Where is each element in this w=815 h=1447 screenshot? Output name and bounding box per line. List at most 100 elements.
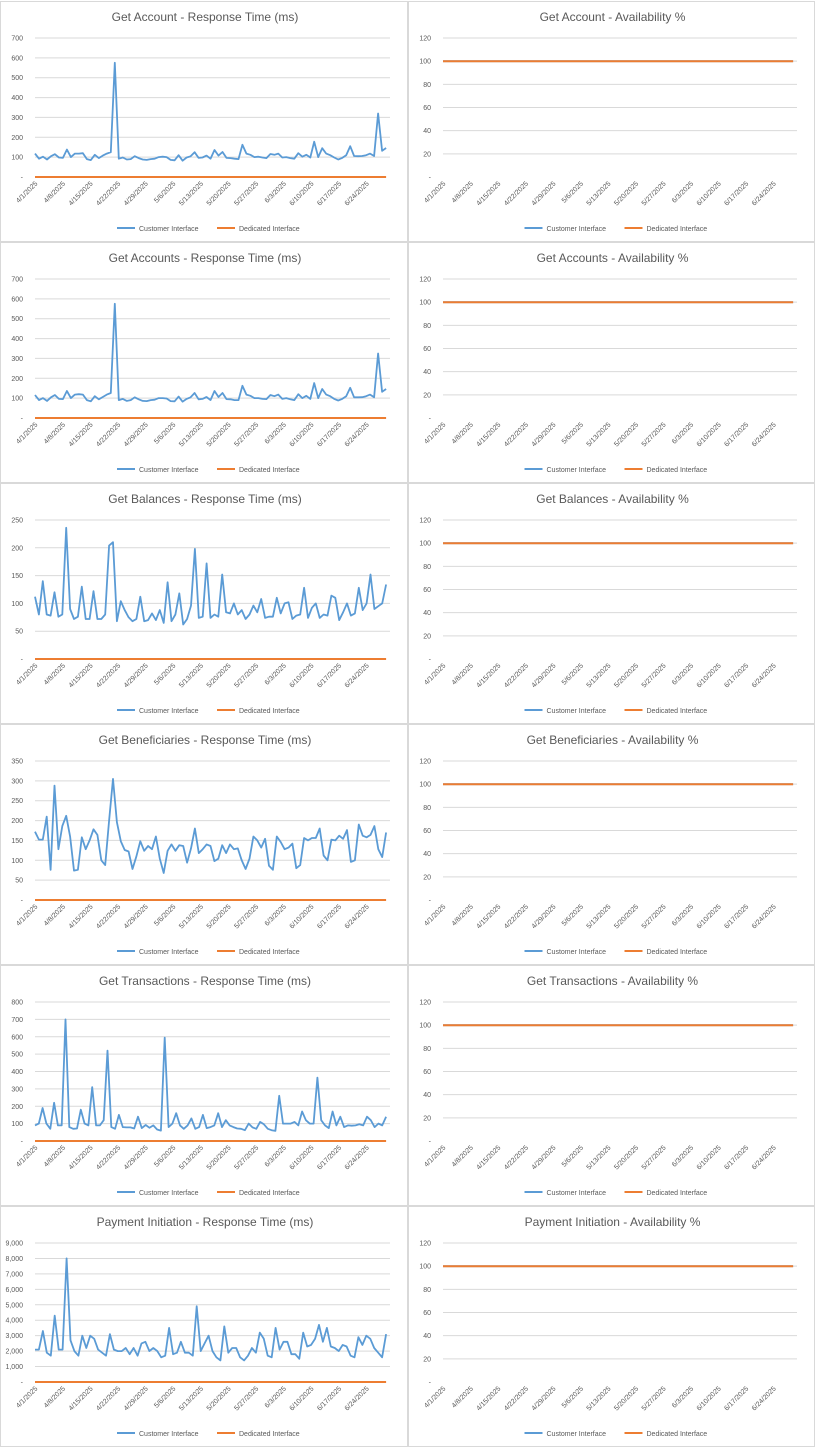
- x-tick-label: 6/3/2025: [264, 1144, 288, 1168]
- x-tick-label: 6/24/2025: [344, 180, 371, 207]
- chart-panel: Get Account - Response Time (ms) - 100 200 3…: [0, 1, 408, 242]
- x-tick-label: 6/3/2025: [264, 421, 288, 445]
- x-tick-label: 6/17/2025: [316, 1385, 343, 1412]
- x-tick-label: 4/1/2025: [423, 903, 447, 927]
- x-tick-label: 6/24/2025: [751, 903, 778, 930]
- chart-panel: Get Transactions - Availability % - 20 40 60…: [408, 965, 815, 1206]
- y-tick-label: 120: [419, 36, 431, 43]
- x-tick-label: 4/22/2025: [503, 421, 530, 448]
- x-tick-label: 5/27/2025: [233, 662, 260, 689]
- x-tick-label: 5/20/2025: [206, 903, 233, 930]
- chart-panel: Payment Initiation - Response Time (ms) -…: [0, 1206, 408, 1447]
- series-line-customer: [35, 1257, 387, 1362]
- y-tick-label: 20: [423, 151, 431, 158]
- x-tick-label: 6/10/2025: [696, 1144, 723, 1171]
- y-tick-label: -: [21, 1380, 24, 1387]
- x-tick-label: 5/20/2025: [613, 180, 640, 207]
- x-tick-label: 5/13/2025: [178, 421, 205, 448]
- y-tick-label: 250: [11, 798, 23, 805]
- y-tick-label: 100: [11, 155, 23, 162]
- x-tick-label: 5/13/2025: [586, 903, 613, 930]
- x-tick-label: 5/20/2025: [206, 180, 233, 207]
- x-tick-label: 4/8/2025: [451, 1144, 475, 1168]
- y-tick-label: 40: [423, 1333, 431, 1340]
- x-tick-label: 5/13/2025: [178, 180, 205, 207]
- x-tick-label: 6/24/2025: [344, 903, 371, 930]
- x-tick-label: 5/13/2025: [178, 1385, 205, 1412]
- legend-label-customer: Customer Interface: [547, 1431, 607, 1438]
- x-tick-label: 6/17/2025: [316, 662, 343, 689]
- x-tick-label: 5/6/2025: [153, 1144, 177, 1168]
- x-tick-label: 4/15/2025: [476, 421, 503, 448]
- x-tick-label: 5/13/2025: [586, 662, 613, 689]
- x-tick-label: 6/24/2025: [344, 1385, 371, 1412]
- series-line-customer: [34, 778, 387, 874]
- y-tick-label: 120: [419, 277, 431, 284]
- x-tick-label: 6/17/2025: [316, 903, 343, 930]
- chart-title: Get Accounts - Response Time (ms): [109, 251, 302, 265]
- y-tick-label: 60: [423, 828, 431, 835]
- x-tick-label: 4/29/2025: [531, 1144, 558, 1171]
- x-tick-label: 5/27/2025: [233, 180, 260, 207]
- x-tick-label: 6/10/2025: [289, 662, 316, 689]
- y-tick-label: 600: [11, 1034, 23, 1041]
- x-tick-label: 5/27/2025: [641, 1144, 668, 1171]
- x-tick-label: 6/10/2025: [289, 180, 316, 207]
- x-tick-label: 5/13/2025: [178, 903, 205, 930]
- x-tick-label: 4/15/2025: [68, 421, 95, 448]
- y-tick-label: 300: [11, 778, 23, 785]
- legend-label-customer: Customer Interface: [547, 949, 607, 956]
- x-tick-label: 6/17/2025: [723, 180, 750, 207]
- y-tick-label: -: [21, 175, 24, 182]
- legend-label-customer: Customer Interface: [547, 1190, 607, 1197]
- x-tick-label: 4/1/2025: [15, 180, 39, 204]
- legend-label-dedicated: Dedicated Interface: [647, 949, 708, 956]
- x-tick-label: 4/29/2025: [531, 180, 558, 207]
- y-tick-label: 500: [11, 316, 23, 323]
- x-tick-label: 6/10/2025: [696, 1385, 723, 1412]
- y-tick-label: 200: [11, 818, 23, 825]
- x-tick-label: 4/15/2025: [68, 1385, 95, 1412]
- y-tick-label: 100: [419, 300, 431, 307]
- chart-panel: Get Beneficiaries - Response Time (ms) - 5…: [0, 724, 408, 965]
- y-tick-label: 2,000: [5, 1349, 23, 1356]
- y-tick-label: -: [429, 1139, 432, 1146]
- chart-panel: Payment Initiation - Availability % - 20 40…: [408, 1206, 815, 1447]
- x-tick-label: 5/20/2025: [206, 1385, 233, 1412]
- y-tick-label: 120: [419, 518, 431, 525]
- chart-svg: Get Accounts - Response Time (ms) - 100 200…: [11, 251, 390, 474]
- y-tick-label: -: [429, 657, 432, 664]
- x-tick-label: 6/24/2025: [751, 1385, 778, 1412]
- y-tick-label: 80: [423, 323, 431, 330]
- y-tick-label: 60: [423, 1310, 431, 1317]
- series-line-customer: [34, 1018, 387, 1132]
- chart-title: Get Transactions - Response Time (ms): [99, 974, 311, 988]
- x-tick-label: 6/17/2025: [316, 1144, 343, 1171]
- x-tick-label: 5/27/2025: [233, 1385, 260, 1412]
- x-tick-label: 4/29/2025: [531, 1385, 558, 1412]
- y-tick-label: 40: [423, 369, 431, 376]
- x-tick-label: 5/20/2025: [613, 662, 640, 689]
- chart-svg: Get Beneficiaries - Availability % - 20 40 6…: [419, 733, 797, 956]
- x-tick-label: 4/8/2025: [43, 662, 67, 686]
- x-tick-label: 4/29/2025: [123, 180, 150, 207]
- chart-title: Payment Initiation - Response Time (ms): [97, 1215, 314, 1229]
- y-tick-label: 80: [423, 1046, 431, 1053]
- x-tick-label: 6/24/2025: [344, 1144, 371, 1171]
- y-tick-label: 20: [423, 392, 431, 399]
- x-tick-label: 4/8/2025: [451, 1385, 475, 1409]
- y-tick-label: 40: [423, 1092, 431, 1099]
- x-tick-label: 5/20/2025: [613, 421, 640, 448]
- x-tick-label: 6/10/2025: [696, 421, 723, 448]
- x-tick-label: 6/24/2025: [751, 180, 778, 207]
- chart-svg: Get Balances - Response Time (ms) - 50 100 1…: [11, 492, 390, 715]
- x-tick-label: 5/13/2025: [178, 662, 205, 689]
- y-tick-label: 300: [11, 1086, 23, 1093]
- y-tick-label: 200: [11, 1104, 23, 1111]
- x-tick-label: 4/15/2025: [476, 180, 503, 207]
- y-tick-label: -: [429, 416, 432, 423]
- x-tick-label: 6/17/2025: [316, 421, 343, 448]
- x-tick-label: 4/22/2025: [503, 903, 530, 930]
- x-tick-label: 5/27/2025: [641, 662, 668, 689]
